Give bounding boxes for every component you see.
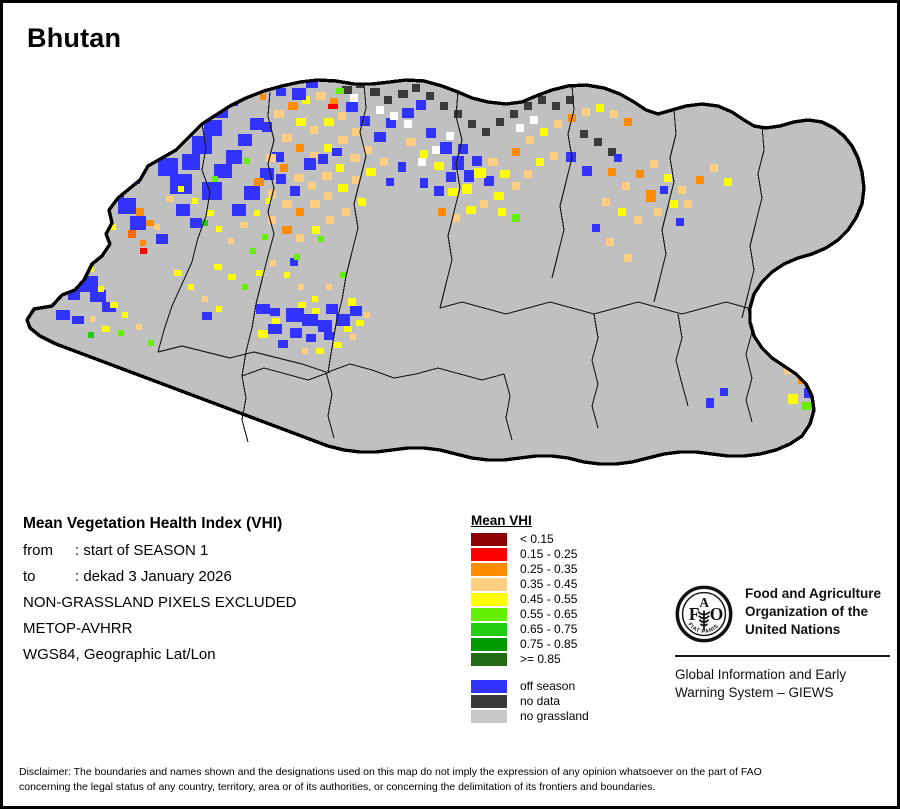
legend-swatch xyxy=(471,709,507,723)
raster-severe xyxy=(140,104,338,254)
raster-east xyxy=(566,152,732,262)
legend-spacer xyxy=(471,667,589,679)
info-from-key: from xyxy=(23,542,53,559)
legend-label: 0.15 - 0.25 xyxy=(520,546,578,561)
info-to-value: : dekad 3 January 2026 xyxy=(75,568,232,585)
legend-label: 0.35 - 0.45 xyxy=(520,576,578,591)
legend-swatch xyxy=(471,622,507,636)
legend-swatch xyxy=(471,694,507,708)
giews-line1: Global Information and Early xyxy=(675,667,847,682)
map-legend: Mean VHI < 0.15 0.15 - 0.25 0.25 - 0.35 … xyxy=(471,513,589,724)
legend-label: >= 0.85 xyxy=(520,651,561,666)
fao-organization-name: Food and Agriculture Organization of the… xyxy=(745,585,881,638)
legend-swatch xyxy=(471,637,507,651)
info-to-key: to xyxy=(23,568,36,585)
giews-line2: Warning System – GIEWS xyxy=(675,685,834,701)
legend-swatch xyxy=(471,532,507,546)
country-landmass xyxy=(27,80,864,464)
legend-swatch xyxy=(471,547,507,561)
legend-swatch xyxy=(471,562,507,576)
fao-org-line2: Organization of the xyxy=(745,603,868,619)
fao-divider xyxy=(675,655,890,657)
legend-item: 0.35 - 0.45 xyxy=(471,577,589,591)
legend-item: 0.45 - 0.55 xyxy=(471,592,589,606)
info-sensor: METOP-AVHRR xyxy=(23,620,133,637)
raster-no-data xyxy=(342,80,616,166)
raster-center-north xyxy=(406,104,632,222)
legend-item: 0.65 - 0.75 xyxy=(471,622,589,636)
legend-item-off-season: off season xyxy=(471,679,589,693)
disclaimer: Disclaimer: The boundaries and names sho… xyxy=(19,765,891,795)
disclaimer-line1: Disclaimer: The boundaries and names sho… xyxy=(19,766,762,778)
page-title: Bhutan xyxy=(27,23,122,53)
raster-north-blue xyxy=(262,80,494,196)
svg-text:F: F xyxy=(689,604,700,624)
district-boundaries xyxy=(157,83,765,443)
disclaimer-line2: concerning the legal status of any count… xyxy=(19,781,656,794)
info-row-to: to : dekad 3 January 2026 xyxy=(23,568,443,585)
legend-swatch xyxy=(471,577,507,591)
map-canvas[interactable] xyxy=(6,58,897,498)
legend-item: >= 0.85 xyxy=(471,652,589,666)
fao-logo-icon: F A O FIAT PANIS xyxy=(675,585,733,643)
fao-org-line1: Food and Agriculture xyxy=(745,586,881,601)
legend-title: Mean VHI xyxy=(471,513,532,528)
legend-label: < 0.15 xyxy=(520,531,554,546)
legend-item: 0.15 - 0.25 xyxy=(471,547,589,561)
legend-item: 0.75 - 0.85 xyxy=(471,637,589,651)
fao-org-line3: United Nations xyxy=(745,621,841,637)
legend-label: no data xyxy=(520,693,561,708)
legend-item-no-grassland: no grassland xyxy=(471,709,589,723)
map-info-block: Mean Vegetation Health Index (VHI) from … xyxy=(23,515,443,672)
info-from-value: : start of SEASON 1 xyxy=(75,542,209,559)
landmass-fill xyxy=(27,80,864,464)
legend-label: 0.25 - 0.35 xyxy=(520,561,578,576)
svg-text:A: A xyxy=(699,595,709,610)
giews-label: Global Information and Early Warning Sys… xyxy=(675,666,890,702)
raster-greens xyxy=(88,88,344,346)
legend-item: < 0.15 xyxy=(471,532,589,546)
raster-central-south xyxy=(174,258,356,320)
legend-item: 0.55 - 0.65 xyxy=(471,607,589,621)
legend-label: off season xyxy=(520,678,576,693)
legend-swatch xyxy=(471,607,507,621)
country-outline xyxy=(25,78,866,466)
raster-central-band xyxy=(258,302,370,354)
info-row-from: from : start of SEASON 1 xyxy=(23,542,443,559)
legend-label: 0.75 - 0.85 xyxy=(520,636,578,651)
fao-branding: F A O FIAT PANIS Food and Agriculture Or… xyxy=(675,585,890,702)
legend-label: 0.55 - 0.65 xyxy=(520,606,578,621)
legend-label: 0.65 - 0.75 xyxy=(520,621,578,636)
legend-swatch xyxy=(471,592,507,606)
info-projection: WGS84, Geographic Lat/Lon xyxy=(23,646,216,663)
info-heading: Mean Vegetation Health Index (VHI) xyxy=(23,515,283,532)
legend-item-no-data: no data xyxy=(471,694,589,708)
legend-swatch xyxy=(471,652,507,666)
fao-logo-row: F A O FIAT PANIS Food and Agriculture Or… xyxy=(675,585,890,643)
legend-swatch xyxy=(471,679,507,693)
legend-item: 0.25 - 0.35 xyxy=(471,562,589,576)
info-pixels-note: NON-GRASSLAND PIXELS EXCLUDED xyxy=(23,594,297,611)
svg-text:O: O xyxy=(710,604,724,624)
legend-label: no grassland xyxy=(520,708,589,723)
legend-label: 0.45 - 0.55 xyxy=(520,591,578,606)
